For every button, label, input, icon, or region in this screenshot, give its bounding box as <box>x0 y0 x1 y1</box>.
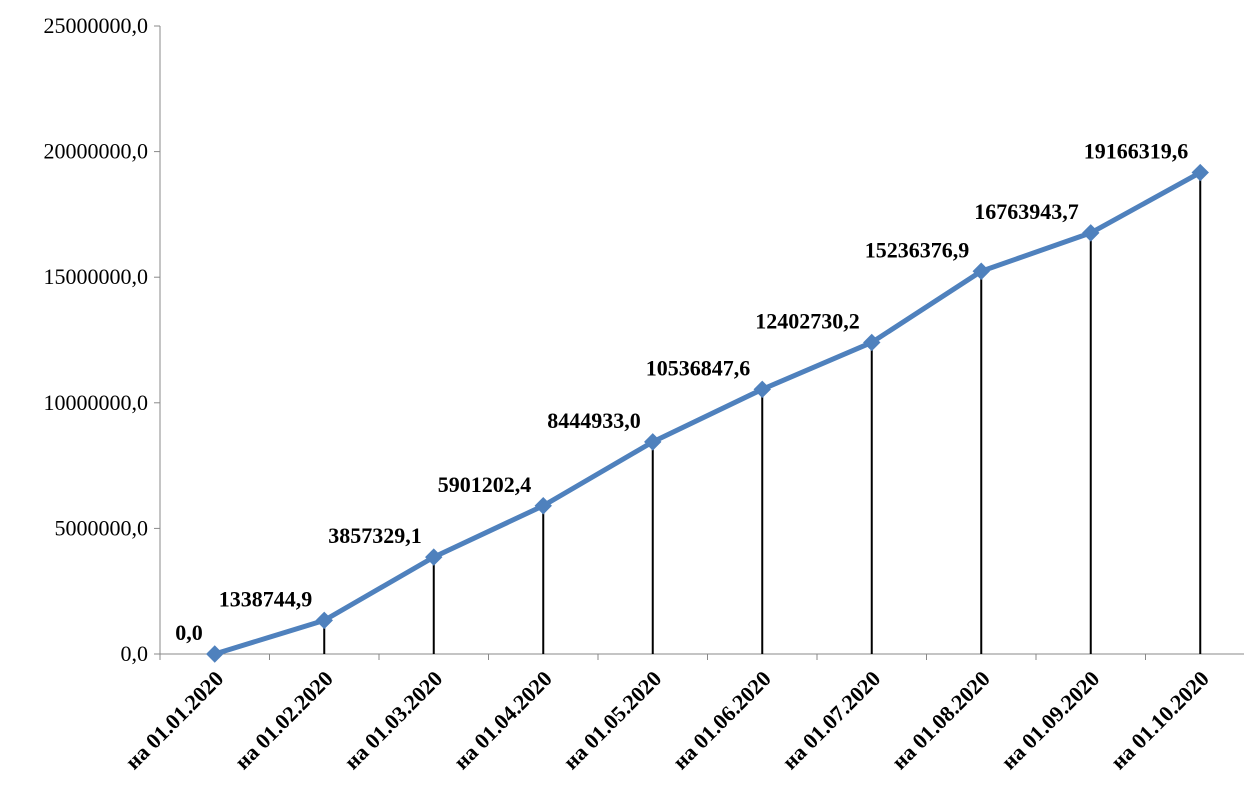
data-point-marker <box>644 433 662 451</box>
x-tick-label: на 01.06.2020 <box>667 666 775 774</box>
data-label: 16763943,7 <box>974 199 1079 224</box>
data-point-marker <box>863 333 881 352</box>
data-point-marker <box>534 497 552 515</box>
data-label: 15236376,9 <box>865 237 970 262</box>
data-label: 0,0 <box>175 620 203 645</box>
y-tick-label: 20000000,0 <box>44 139 149 164</box>
data-labels: 0,0 1338744,9 3857329,1 5901202,4 8444933,0 1… <box>175 139 1188 645</box>
data-point-marker <box>315 611 333 630</box>
data-point-marker <box>1082 224 1100 242</box>
x-axis: на 01.01.2020 на 01.02.2020 на 01.03.2020 н… <box>120 653 1244 774</box>
x-tick-label: на 01.07.2020 <box>777 666 885 774</box>
y-tick-label: 10000000,0 <box>44 390 149 415</box>
x-tick-label: на 01.09.2020 <box>996 666 1104 774</box>
x-tick-label: на 01.08.2020 <box>886 666 994 774</box>
x-tick-label: на 01.04.2020 <box>448 666 556 774</box>
data-point-marker <box>1191 163 1209 182</box>
series-line <box>206 163 1209 663</box>
y-axis: 0,0 5000000,0 10000000,0 15000000,0 20000000… <box>44 13 161 666</box>
data-label: 5901202,4 <box>438 472 532 497</box>
data-label: 12402730,2 <box>755 308 860 333</box>
data-label: 19166319,6 <box>1084 139 1189 164</box>
x-tick-label: на 01.03.2020 <box>339 666 447 774</box>
data-point-marker <box>206 645 224 663</box>
data-label: 1338744,9 <box>219 586 313 611</box>
y-tick-label: 5000000,0 <box>55 515 149 540</box>
x-tick-label: на 01.05.2020 <box>558 666 666 774</box>
data-point-marker <box>972 262 990 280</box>
data-point-marker <box>753 380 771 399</box>
data-label: 3857329,1 <box>328 523 422 548</box>
data-label: 8444933,0 <box>547 408 641 433</box>
y-tick-label: 0,0 <box>121 641 149 666</box>
x-tick-label: на 01.01.2020 <box>120 666 228 774</box>
series-line-path <box>214 170 1202 657</box>
y-tick-label: 15000000,0 <box>44 264 149 289</box>
x-tick-label: на 01.10.2020 <box>1105 666 1213 774</box>
data-label: 10536847,6 <box>646 355 751 380</box>
y-tick-label: 25000000,0 <box>44 13 149 38</box>
x-tick-label: на 01.02.2020 <box>229 666 337 774</box>
drop-lines <box>323 172 1202 654</box>
data-point-marker <box>425 548 443 566</box>
